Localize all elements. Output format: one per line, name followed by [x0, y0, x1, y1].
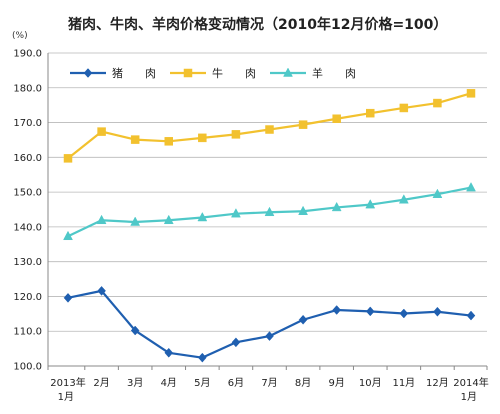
y-tick-label: 140.0 — [13, 222, 42, 233]
data-point — [63, 292, 73, 303]
y-tick-label: 150.0 — [13, 188, 42, 199]
grid-lines — [48, 52, 487, 332]
data-point — [298, 205, 308, 215]
data-point — [265, 331, 274, 341]
data-point — [298, 314, 308, 325]
x-tick-label: 2月 — [93, 377, 109, 389]
x-tick-label: 1月 — [58, 391, 74, 403]
x-tick-label: 12月 — [426, 377, 449, 389]
data-point — [399, 308, 409, 319]
data-point — [466, 89, 476, 98]
x-tick-label: 7月 — [261, 377, 277, 389]
data-point — [331, 201, 342, 212]
data-point — [298, 120, 308, 129]
data-point — [433, 306, 442, 317]
x-tick-label: 2013年 — [50, 376, 85, 389]
data-point — [164, 347, 174, 358]
data-point — [231, 337, 241, 348]
x-tick-label: 5月 — [194, 377, 210, 389]
data-point — [399, 103, 409, 113]
x-tick-label: 1月 — [461, 391, 477, 403]
data-point — [63, 154, 73, 163]
data-point — [130, 325, 140, 336]
data-point — [198, 133, 207, 143]
series-group — [63, 89, 476, 363]
data-point — [231, 208, 241, 218]
x-tick-label: 9月 — [328, 377, 344, 389]
series-0 — [63, 286, 476, 363]
x-tick-label: 3月 — [127, 377, 143, 389]
data-point — [466, 182, 476, 192]
legend-label: 牛 肉 — [212, 66, 256, 80]
legend-marker — [83, 68, 93, 78]
data-point — [130, 216, 141, 226]
data-point — [432, 188, 443, 198]
y-tick-label: 130.0 — [13, 257, 42, 268]
axes: 100.0 110.0 120.0 130.0 140.0 150.0 160.0 170.0… — [13, 49, 488, 404]
data-point — [466, 310, 476, 321]
y-tick-label: 120.0 — [13, 292, 42, 303]
data-point — [164, 137, 173, 146]
legend-label: 羊 肉 — [312, 66, 356, 80]
legend-marker — [183, 68, 193, 78]
data-point — [130, 135, 140, 144]
y-tick-label: 190.0 — [13, 49, 42, 60]
y-tick-label: 180.0 — [13, 83, 42, 94]
legend: 猪 肉牛 肉羊 肉 — [70, 66, 356, 80]
data-point — [332, 305, 342, 315]
y-tick-label: 160.0 — [13, 153, 42, 164]
series-line — [67, 289, 472, 359]
y-tick-label: 100.0 — [13, 362, 42, 373]
y-tick-label: 110.0 — [13, 327, 42, 338]
data-point — [265, 125, 274, 134]
y-axis-unit-label: (%) — [12, 31, 28, 41]
legend-item: 羊 肉 — [270, 66, 356, 80]
data-point — [398, 194, 409, 204]
x-tick-label: 2014年 — [453, 376, 488, 389]
data-point — [97, 286, 106, 296]
x-tick-label: 10月 — [359, 377, 382, 389]
legend-label: 猪 肉 — [112, 67, 156, 80]
data-point — [163, 214, 174, 225]
data-point — [96, 214, 107, 225]
data-point — [197, 211, 208, 222]
data-point — [264, 206, 275, 217]
x-tick-label: 4月 — [161, 377, 177, 389]
x-tick-label: 11月 — [392, 377, 415, 389]
data-point — [365, 199, 376, 209]
legend-marker — [283, 67, 293, 77]
data-point — [366, 108, 375, 118]
y-tick-label: 170.0 — [13, 118, 42, 129]
data-point — [231, 130, 241, 139]
x-tick-label: 6月 — [228, 377, 244, 389]
legend-item: 猪 肉 — [70, 67, 156, 80]
data-point — [97, 127, 106, 136]
chart-title: 猪肉、牛肉、羊肉价格变动情况（2010年12月价格=100） — [67, 16, 447, 33]
data-point — [332, 114, 341, 123]
legend-item: 牛 肉 — [170, 66, 256, 80]
x-tick-label: 8月 — [295, 377, 311, 389]
series-1 — [63, 89, 476, 163]
series-2 — [63, 182, 476, 241]
data-point — [63, 230, 73, 241]
data-point — [197, 352, 207, 363]
data-point — [365, 306, 375, 317]
data-point — [433, 98, 442, 108]
